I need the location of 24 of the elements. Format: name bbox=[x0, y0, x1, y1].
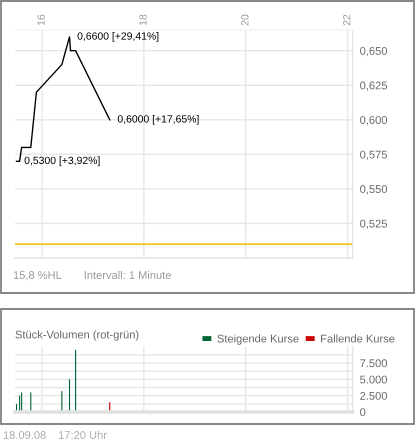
chart-title: Stück-Volumen (rot-grün) bbox=[16, 330, 138, 341]
y-tick-label: 7.500 bbox=[360, 359, 388, 368]
text: 18.09.08 bbox=[4, 431, 46, 439]
y-tick-label: 2.500 bbox=[360, 392, 388, 400]
y-tick-label: 0,625 bbox=[360, 82, 387, 91]
y-tick-label: 0,600 bbox=[360, 116, 388, 126]
y-tick-label: 0,525 bbox=[360, 220, 387, 229]
y-tick-label: 0,550 bbox=[360, 185, 388, 194]
text: Intervall: 1 Minute bbox=[84, 270, 171, 279]
annotation: 0,6000 [+17,65%] bbox=[118, 114, 199, 125]
x-tick-label: 16 bbox=[37, 14, 45, 26]
annotation: 0,5300 [+3,92%] bbox=[24, 156, 100, 166]
x-tick-label: 22 bbox=[343, 14, 350, 26]
text: 17:20 Uhr bbox=[58, 430, 107, 439]
y-tick-label: 0 bbox=[360, 408, 366, 416]
y-tick-label: 0,575 bbox=[360, 150, 387, 160]
x-tick-label: 18 bbox=[139, 14, 147, 26]
legend-label: Steigende Kurse bbox=[217, 334, 299, 345]
x-tick-label: 20 bbox=[241, 14, 249, 26]
annotation: 0,6600 [+29,41%] bbox=[78, 32, 158, 42]
y-tick-label: 0,650 bbox=[360, 46, 388, 56]
text: 15,8 %HL bbox=[14, 271, 62, 280]
legend-label: Fallende Kurse bbox=[321, 334, 394, 343]
y-tick-label: 5.000 bbox=[360, 376, 388, 384]
